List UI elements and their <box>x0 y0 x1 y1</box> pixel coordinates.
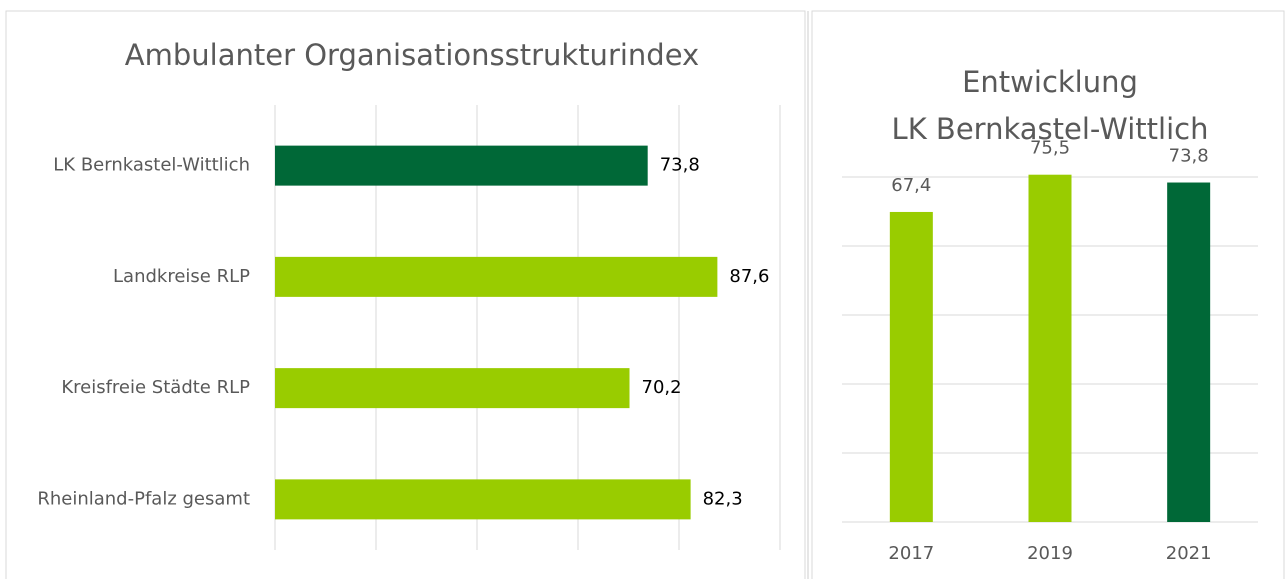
category-label: LK Bernkastel-Wittlich <box>53 155 250 176</box>
chart-title: Ambulanter Organisationsstrukturindex <box>125 38 699 72</box>
value-label: 70,2 <box>642 377 682 398</box>
value-label: 67,4 <box>891 175 931 196</box>
category-label: Kreisfreie Städte RLP <box>61 377 250 398</box>
chart-title: Entwicklung <box>962 65 1138 99</box>
x-tick-label: 2017 <box>888 543 934 564</box>
value-label: 87,6 <box>729 266 769 287</box>
bar <box>275 479 691 520</box>
value-label: 73,8 <box>1169 146 1209 167</box>
bar <box>1028 174 1072 522</box>
value-label: 73,8 <box>660 155 700 176</box>
value-label: 75,5 <box>1030 138 1070 159</box>
chart-title: LK Bernkastel-Wittlich <box>892 112 1209 146</box>
category-label: Landkreise RLP <box>113 266 250 287</box>
bar <box>275 256 718 297</box>
value-label: 82,3 <box>703 488 743 509</box>
bar <box>1167 182 1211 522</box>
category-label: Rheinland-Pfalz gesamt <box>37 488 250 509</box>
x-tick-label: 2019 <box>1027 543 1073 564</box>
bar <box>275 145 648 186</box>
bar <box>275 368 630 409</box>
x-tick-label: 2021 <box>1166 543 1212 564</box>
bar <box>889 211 933 522</box>
